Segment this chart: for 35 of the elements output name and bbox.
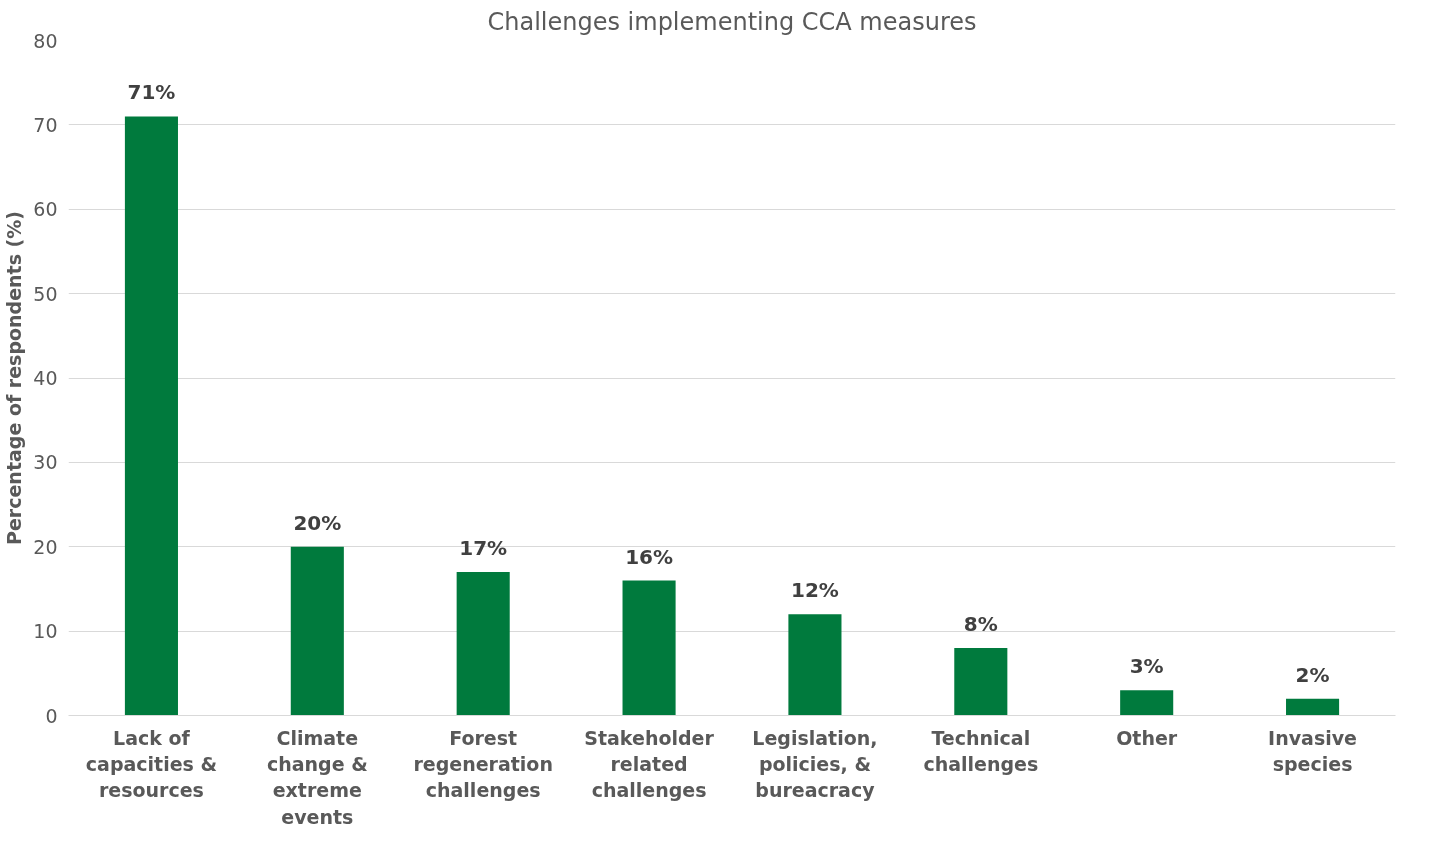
- data-label: 3%: [1129, 654, 1164, 679]
- bar: [954, 648, 1008, 716]
- x-tick-label: Other: [1116, 726, 1178, 749]
- y-axis-title: Percentage of respondents (%): [3, 211, 26, 545]
- bar: [1286, 698, 1340, 716]
- data-label: 12%: [791, 578, 839, 603]
- x-tick-label: Legislation, policies, & bureacracy: [752, 726, 878, 802]
- data-label: 17%: [459, 536, 508, 561]
- x-tick-label: Forest regeneration challenges: [413, 726, 553, 802]
- bar: [456, 572, 510, 716]
- x-tick-label: Invasive species: [1268, 726, 1358, 775]
- y-tick-label: 0: [45, 704, 58, 727]
- bar: [290, 546, 344, 716]
- y-tick-label: 60: [33, 198, 58, 221]
- bar: [1120, 690, 1174, 716]
- y-tick-label: 70: [33, 113, 58, 136]
- x-tick-label: Climate change & extreme events: [266, 726, 368, 828]
- y-tick-label: 40: [33, 367, 58, 389]
- data-label: 16%: [625, 544, 673, 569]
- data-label: 8%: [963, 612, 998, 636]
- x-tick-label: Stakeholder related challenges: [584, 726, 715, 802]
- x-tick-label: Technical challenges: [923, 726, 1039, 775]
- data-label: 2%: [1295, 662, 1330, 687]
- y-tick-label: 20: [33, 535, 58, 558]
- chart-title: Challenges implementing CCA measures: [487, 7, 977, 36]
- bar: [622, 580, 676, 716]
- data-label: 20%: [293, 510, 342, 535]
- bar: [124, 116, 178, 716]
- x-tick-label: Lack of capacities & resources: [85, 726, 218, 802]
- y-tick-label: 30: [33, 451, 58, 474]
- bar: [788, 614, 842, 716]
- y-tick-label: 10: [33, 620, 58, 643]
- y-tick-label: 50: [33, 282, 58, 305]
- data-label: 71%: [127, 80, 176, 105]
- y-tick-label: 80: [33, 29, 58, 52]
